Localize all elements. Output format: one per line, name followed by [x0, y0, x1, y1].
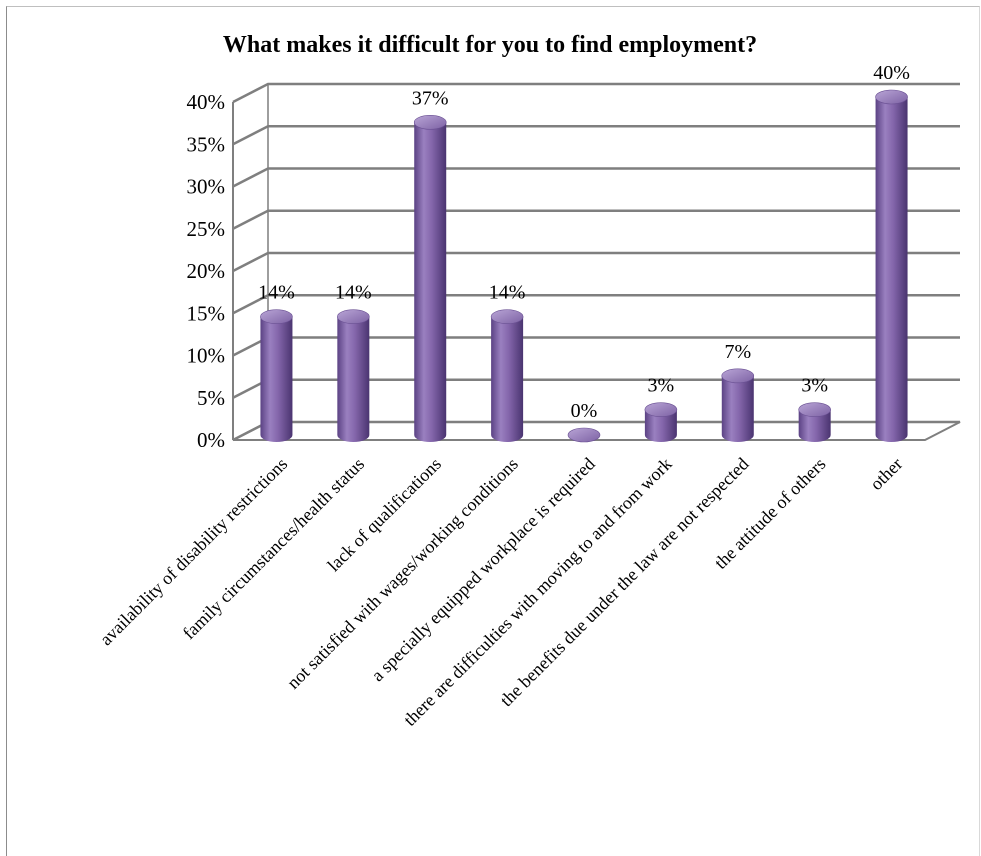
- bar-top: [644, 402, 678, 417]
- data-label: 0%: [571, 400, 598, 422]
- bar-body: [798, 409, 831, 443]
- gridline: [232, 82, 960, 104]
- gridline: [232, 125, 960, 146]
- gridline: [232, 167, 960, 188]
- data-labels: 14% 14% 37% 14% 0% 3% 7% 3% 40%: [258, 62, 910, 422]
- data-label: 14%: [489, 282, 526, 304]
- gridline: [232, 209, 960, 230]
- bar-body: [644, 409, 677, 443]
- gridline: [232, 251, 960, 273]
- y-tick-label: 5%: [197, 386, 225, 410]
- category-label: there are difficulties with moving to an…: [400, 454, 676, 730]
- bar: [875, 89, 908, 443]
- bar: [337, 309, 370, 443]
- bar-top: [567, 427, 601, 443]
- data-label: 3%: [648, 375, 675, 397]
- data-label: 40%: [873, 62, 910, 84]
- bar: [798, 402, 831, 443]
- y-tick-label: 25%: [187, 217, 226, 241]
- chart-frame: [6, 6, 980, 856]
- bar-top: [490, 309, 524, 325]
- y-tick-label: 20%: [187, 259, 226, 283]
- data-label: 14%: [335, 282, 372, 304]
- bar: [721, 368, 755, 443]
- bars: [260, 89, 908, 443]
- bar-body: [337, 316, 370, 443]
- bar-top: [413, 115, 447, 130]
- bar-body: [260, 316, 293, 443]
- bar-body: [414, 122, 447, 443]
- category-label: other: [866, 454, 906, 494]
- y-tick-label: 35%: [187, 132, 226, 156]
- bar-top: [798, 402, 831, 417]
- data-label: 14%: [258, 282, 295, 304]
- bar: [644, 402, 678, 443]
- bar: [413, 115, 447, 443]
- y-tick-label: 0%: [197, 428, 225, 452]
- data-label: 37%: [412, 87, 449, 109]
- floor-outline: [232, 421, 961, 441]
- bar: [490, 309, 524, 442]
- bar-body: [491, 316, 524, 442]
- bar-body: [875, 97, 908, 443]
- bar-top: [875, 89, 908, 105]
- bar-top: [260, 309, 293, 325]
- y-tick-label: 40%: [187, 90, 226, 114]
- y-axis-tick-labels: 0% 5% 10% 15% 20% 25% 30% 35% 40%: [187, 90, 226, 452]
- bar-top: [337, 309, 370, 325]
- bar-top: [721, 368, 755, 384]
- bar: [567, 427, 601, 443]
- bar: [260, 309, 293, 443]
- data-label: 7%: [724, 341, 751, 363]
- chart-title: What makes it difficult for you to find …: [223, 32, 757, 58]
- y-tick-label: 10%: [187, 344, 226, 368]
- bar-body: [721, 375, 754, 443]
- y-tick-label: 30%: [187, 175, 226, 199]
- data-label: 3%: [801, 375, 828, 397]
- x-axis-category-labels: availability of disability restrictionsf…: [96, 454, 907, 730]
- y-tick-label: 15%: [187, 301, 226, 325]
